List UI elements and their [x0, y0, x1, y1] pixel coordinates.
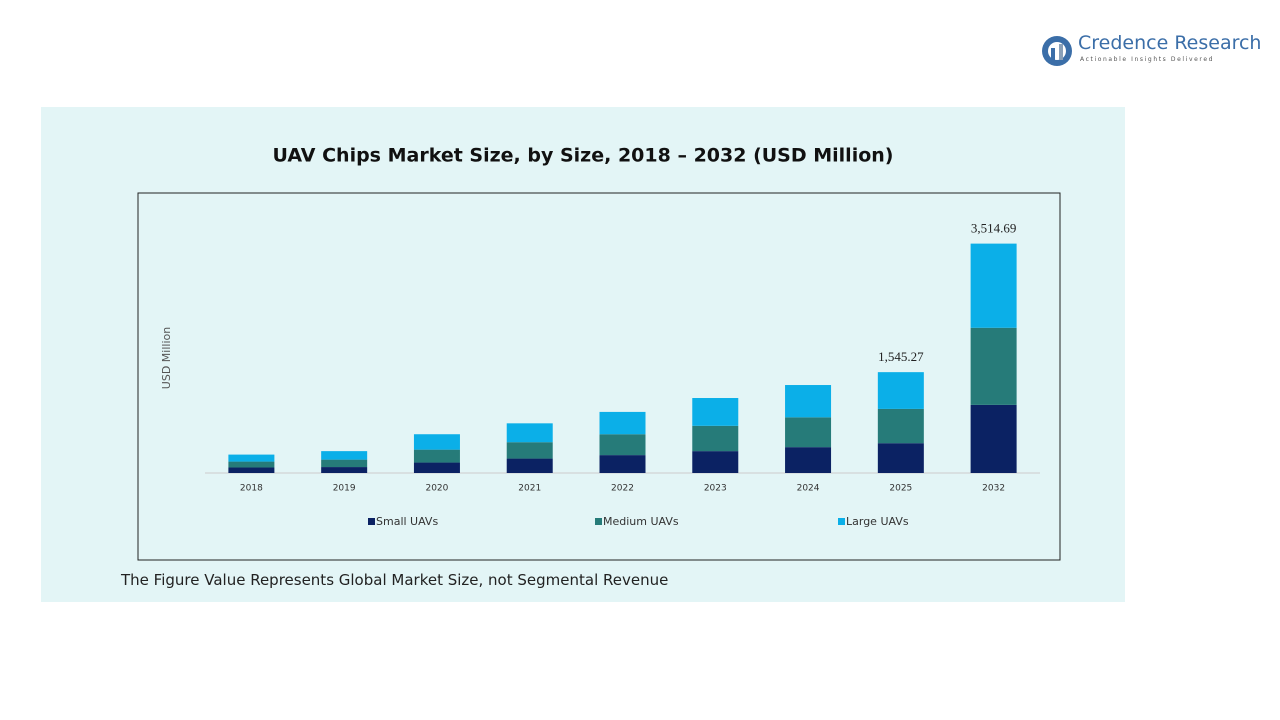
legend-swatch	[368, 518, 375, 525]
bar-segment	[785, 417, 832, 448]
x-tick-label: 2032	[982, 484, 1005, 494]
bar-segment	[970, 327, 1017, 405]
x-tick-label: 2020	[425, 484, 448, 494]
total-label: 1,545.27	[878, 349, 924, 364]
legend-swatch	[595, 518, 602, 525]
logo-name: Credence Research	[1078, 32, 1262, 54]
x-tick-label: 2021	[518, 484, 541, 494]
legend-label: Small UAVs	[376, 515, 438, 528]
bar-segment	[321, 459, 368, 468]
x-tick-label: 2023	[704, 484, 727, 494]
chart-panel	[41, 107, 1125, 602]
logo-tagline: Actionable Insights Delivered	[1080, 56, 1215, 63]
bar-segment	[506, 442, 553, 459]
legend-label: Large UAVs	[846, 515, 909, 528]
chart-title: UAV Chips Market Size, by Size, 2018 – 2…	[273, 145, 894, 167]
y-axis-label: USD Million	[160, 327, 173, 389]
bar-segment	[877, 443, 924, 473]
x-tick-label: 2022	[611, 484, 634, 494]
bar-segment	[877, 372, 924, 409]
bar-segment	[970, 404, 1017, 473]
bar-segment	[506, 458, 553, 473]
x-tick-label: 2024	[797, 484, 820, 494]
x-tick-label: 2018	[240, 484, 263, 494]
bar-segment	[785, 447, 832, 473]
bar-segment	[599, 411, 646, 435]
bar-segment	[599, 434, 646, 456]
x-tick-label: 2025	[889, 484, 912, 494]
bar-segment	[413, 449, 460, 463]
bar-segment	[785, 385, 832, 418]
bar-segment	[321, 451, 368, 460]
legend-label: Medium UAVs	[603, 515, 679, 528]
logo-icon	[1042, 36, 1072, 66]
bar-segment	[413, 434, 460, 450]
plot-frame	[137, 192, 1061, 561]
bar-segment	[692, 425, 739, 452]
bar-segment	[321, 467, 368, 473]
total-label: 3,514.69	[971, 221, 1017, 236]
bar-segment	[970, 243, 1017, 328]
bar-segment	[228, 461, 275, 468]
logo: Credence Research Actionable Insights De…	[1040, 32, 1262, 72]
footnote: The Figure Value Represents Global Marke…	[121, 571, 669, 589]
bar-segment	[877, 408, 924, 444]
bar-segment	[228, 467, 275, 473]
bar-segment	[692, 398, 739, 426]
bar-segment	[506, 423, 553, 443]
bar-segment	[692, 451, 739, 473]
x-tick-label: 2019	[333, 484, 356, 494]
bar-segment	[413, 462, 460, 473]
bar-segment	[599, 455, 646, 473]
bar-segment	[228, 454, 275, 462]
legend-swatch	[838, 518, 845, 525]
